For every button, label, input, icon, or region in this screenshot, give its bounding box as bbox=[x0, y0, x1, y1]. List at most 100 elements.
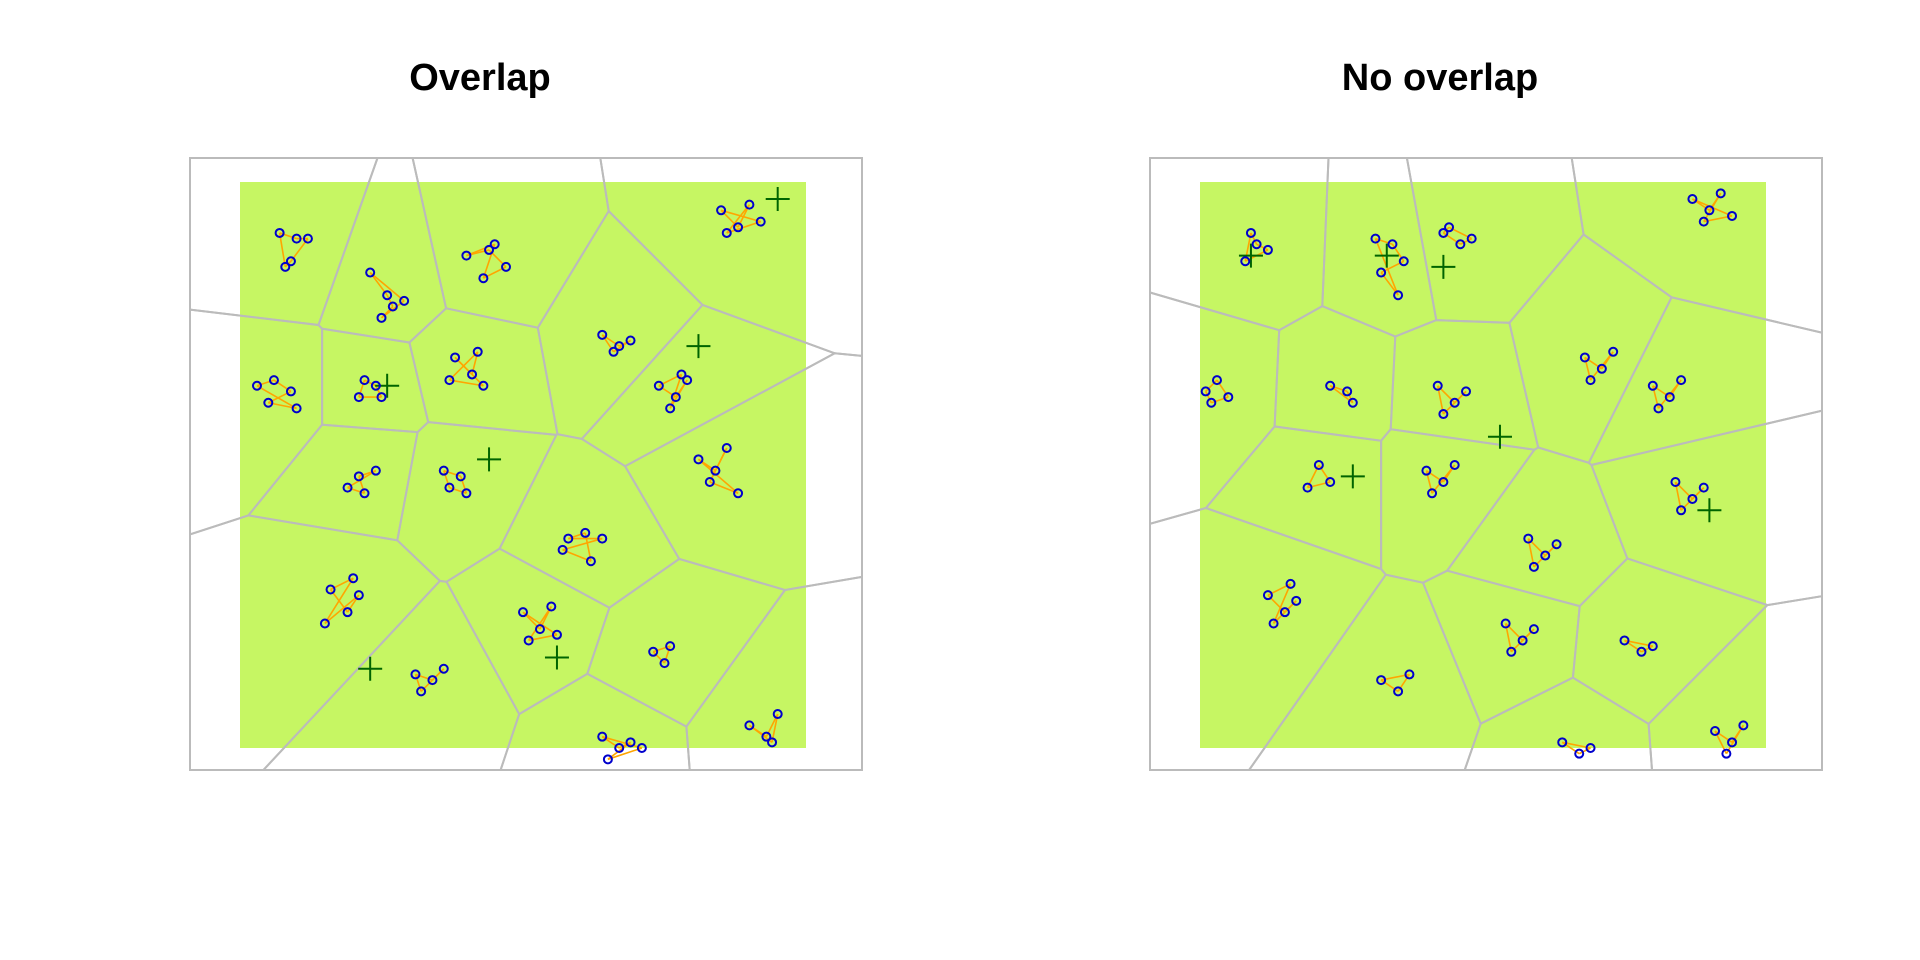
data-point bbox=[365, 267, 376, 278]
tessellation-cell bbox=[685, 575, 863, 771]
data-point bbox=[653, 380, 664, 391]
data-point bbox=[1432, 380, 1443, 391]
observation-window bbox=[240, 182, 806, 748]
cluster-link bbox=[414, 674, 422, 692]
cluster-link bbox=[1442, 390, 1467, 415]
data-point bbox=[399, 295, 410, 306]
cluster-centers bbox=[1238, 243, 1722, 523]
data-point bbox=[710, 465, 721, 476]
observation-window bbox=[1200, 182, 1766, 748]
cluster-link bbox=[1256, 243, 1269, 251]
data-point bbox=[585, 556, 596, 567]
cluster-link bbox=[726, 220, 761, 234]
data-point bbox=[721, 443, 732, 454]
data-point bbox=[1727, 210, 1738, 221]
data-point bbox=[1438, 409, 1449, 420]
cluster-link bbox=[358, 379, 366, 398]
data-point bbox=[772, 709, 783, 720]
data-point bbox=[523, 635, 534, 646]
cluster-link bbox=[652, 651, 666, 664]
data-point bbox=[1653, 403, 1664, 414]
plot-no-overlap bbox=[1149, 157, 1823, 771]
cluster-link bbox=[726, 204, 751, 234]
cluster-link bbox=[324, 594, 360, 625]
data-point bbox=[1268, 618, 1279, 629]
cluster-link bbox=[720, 209, 761, 223]
data-point bbox=[1710, 726, 1721, 737]
data-point bbox=[1574, 748, 1585, 759]
data-point bbox=[416, 686, 427, 697]
center-cross bbox=[1697, 498, 1722, 523]
data-point bbox=[1325, 380, 1336, 391]
data-point bbox=[342, 482, 353, 493]
data-point bbox=[1206, 397, 1217, 408]
cluster-link bbox=[1329, 385, 1348, 393]
data-point bbox=[353, 392, 364, 403]
data-point bbox=[534, 624, 545, 635]
data-point bbox=[1676, 375, 1687, 386]
data-point bbox=[410, 669, 421, 680]
center-cross bbox=[544, 645, 569, 670]
tessellation-cell bbox=[1647, 595, 1823, 771]
data-point bbox=[1704, 205, 1715, 216]
data-point bbox=[1585, 743, 1596, 753]
cluster-link bbox=[443, 469, 461, 478]
cluster-link bbox=[1533, 543, 1558, 568]
data-point bbox=[274, 227, 285, 238]
cluster-link bbox=[420, 668, 445, 692]
data-point bbox=[1676, 505, 1687, 516]
cluster-link bbox=[1460, 237, 1473, 245]
data-point bbox=[370, 465, 381, 476]
cluster-link bbox=[602, 735, 643, 749]
data-point bbox=[551, 629, 562, 640]
data-point bbox=[1376, 675, 1387, 686]
data-point bbox=[353, 471, 364, 482]
data-point bbox=[608, 346, 619, 357]
data-point bbox=[614, 743, 625, 753]
cluster-link bbox=[1431, 464, 1456, 494]
data-point bbox=[1738, 720, 1749, 731]
data-point bbox=[280, 261, 291, 272]
data-point bbox=[1721, 748, 1732, 759]
data-point bbox=[1370, 233, 1381, 244]
center-cross bbox=[1340, 464, 1365, 489]
cluster-link bbox=[1680, 487, 1705, 511]
cluster-link bbox=[652, 645, 671, 653]
cluster-link bbox=[1589, 351, 1614, 381]
cluster-link bbox=[1273, 600, 1297, 625]
data-point bbox=[450, 352, 461, 363]
data-point bbox=[268, 375, 279, 386]
data-point bbox=[251, 380, 262, 391]
data-point bbox=[1528, 624, 1539, 635]
data-point bbox=[291, 233, 302, 244]
data-point bbox=[1427, 488, 1438, 499]
data-point bbox=[1557, 737, 1568, 748]
cluster-link bbox=[347, 486, 365, 495]
data-point bbox=[602, 754, 613, 765]
data-point bbox=[1404, 669, 1415, 680]
data-point bbox=[518, 607, 528, 618]
data-point bbox=[359, 375, 370, 386]
points bbox=[1200, 188, 1749, 759]
cluster-link bbox=[669, 374, 683, 409]
panel-overlap: Overlap bbox=[189, 57, 863, 771]
data-point bbox=[1698, 216, 1709, 227]
data-point bbox=[1302, 482, 1313, 493]
data-point bbox=[557, 544, 568, 555]
data-point bbox=[325, 584, 336, 595]
data-point bbox=[625, 737, 636, 748]
cluster-link bbox=[1510, 628, 1535, 653]
plot-overlap bbox=[189, 157, 863, 771]
data-point bbox=[1449, 397, 1460, 408]
cluster-link bbox=[1346, 391, 1354, 404]
data-point bbox=[716, 205, 727, 216]
data-point bbox=[1325, 476, 1336, 487]
data-point bbox=[489, 239, 500, 250]
data-point bbox=[1461, 386, 1472, 397]
data-point bbox=[382, 290, 393, 301]
points bbox=[251, 199, 783, 765]
data-point bbox=[319, 618, 330, 629]
data-point bbox=[676, 369, 687, 380]
cluster-link bbox=[364, 379, 377, 387]
data-point bbox=[342, 607, 353, 618]
